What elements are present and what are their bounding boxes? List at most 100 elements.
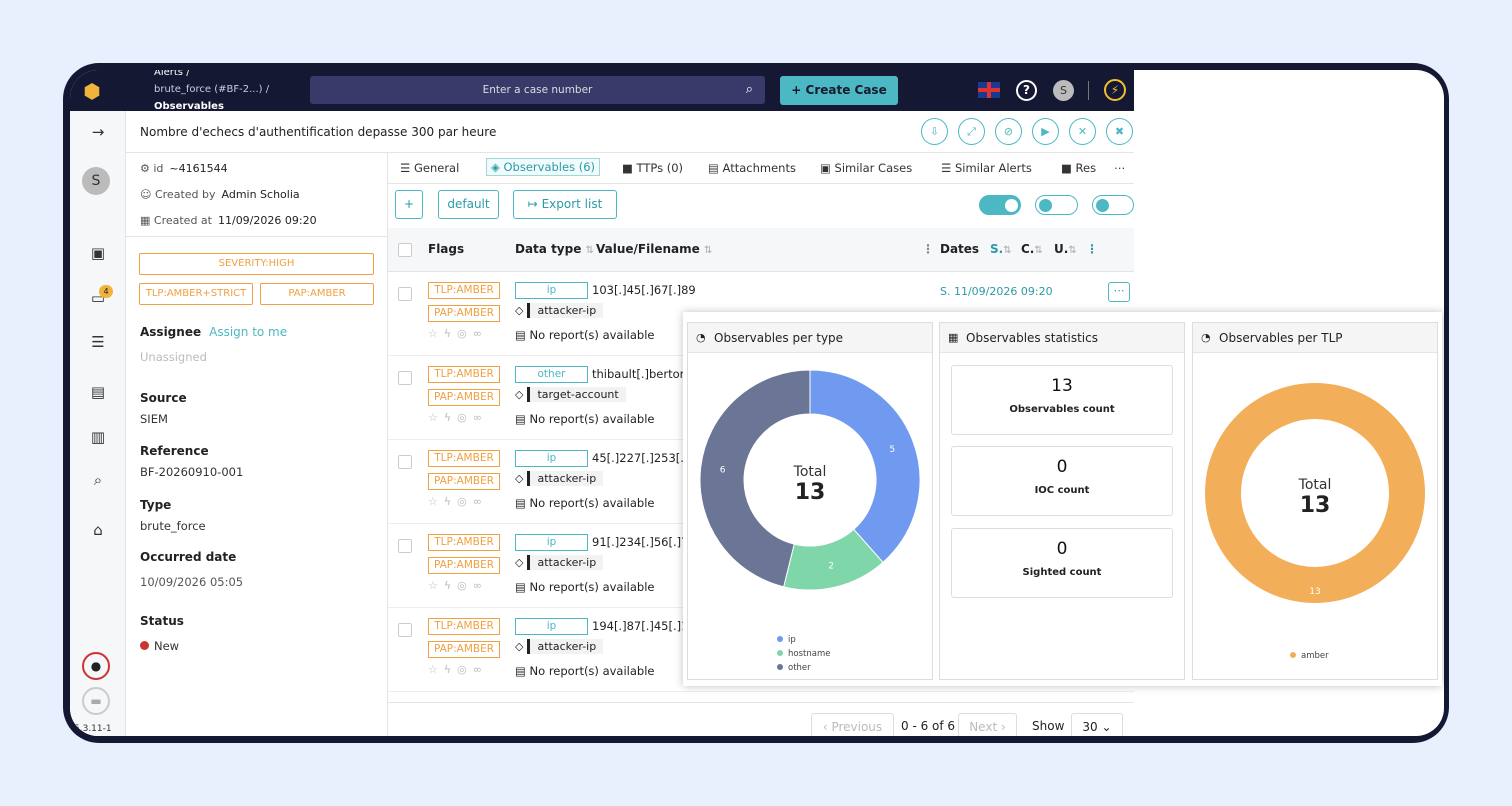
row-flag-icons[interactable]: ☆ϟ◎∞ xyxy=(428,327,488,340)
search-icon[interactable]: ⌕ xyxy=(93,471,103,489)
col-datatype[interactable]: Data type ⇅ xyxy=(515,242,594,256)
filter-toggle[interactable] xyxy=(1092,195,1134,215)
add-observable-button[interactable]: + xyxy=(395,190,423,219)
row-checkbox[interactable] xyxy=(398,371,412,385)
default-filter-button[interactable]: default xyxy=(438,190,499,219)
col-c[interactable]: C.⇅ xyxy=(1021,242,1043,256)
merge-icon[interactable]: ⤢ xyxy=(958,118,985,145)
divider xyxy=(126,236,388,237)
thehive-logo-icon[interactable]: ⬢ xyxy=(83,79,101,103)
tab-similar-alerts[interactable]: ☰ Similar Alerts xyxy=(941,161,1032,175)
tab-observables[interactable]: ◈ Observables (6) xyxy=(486,158,601,176)
row-tlp-tag: TLP:AMBER xyxy=(428,450,500,467)
legend-label-amber[interactable]: amber xyxy=(1301,651,1329,661)
breadcrumb-current: Observables xyxy=(154,101,224,112)
donut-value-label: 13 xyxy=(1309,587,1320,597)
donut-total-label: Total xyxy=(793,464,827,480)
row-checkbox[interactable] xyxy=(398,539,412,553)
refresh-toggle[interactable] xyxy=(979,195,1021,215)
row-tlp-tag: TLP:AMBER xyxy=(428,366,500,383)
run-icon[interactable]: ▶ xyxy=(1032,118,1059,145)
row-checkbox[interactable] xyxy=(398,455,412,469)
row-flag-icons[interactable]: ☆ϟ◎∞ xyxy=(428,495,488,508)
uk-flag-icon[interactable] xyxy=(978,82,1000,98)
legend-label-other[interactable]: other xyxy=(788,663,811,673)
close-icon[interactable]: ✕ xyxy=(1069,118,1096,145)
col-menu-icon[interactable]: ⋮ xyxy=(922,242,934,256)
tab-responders[interactable]: ■ Res xyxy=(1061,161,1097,175)
source-value: SIEM xyxy=(140,412,168,426)
col-settings-icon[interactable]: ⋮ xyxy=(1086,242,1098,256)
tag-icon: ◇ xyxy=(515,640,524,653)
stats-toggle[interactable] xyxy=(1035,195,1078,215)
donut-slice-other[interactable] xyxy=(699,369,811,588)
table-row[interactable]: TLP:AMBER PAP:AMBER ☆ϟ◎∞ ip 194[.]87[.]45[.]… xyxy=(388,608,1134,692)
chat-icon[interactable]: ▬ xyxy=(82,687,110,715)
row-value[interactable]: thibault[.]berton xyxy=(592,367,687,381)
col-value[interactable]: Value/Filename ⇅ xyxy=(596,242,713,256)
case-search-input[interactable]: Enter a case number ⌕ xyxy=(310,76,765,104)
row-flag-icons[interactable]: ☆ϟ◎∞ xyxy=(428,411,488,424)
status-value: New xyxy=(140,639,179,653)
col-s[interactable]: S.⇅ xyxy=(990,242,1012,256)
tab-ttps[interactable]: ■ TTPs (0) xyxy=(622,161,684,175)
legend-dot xyxy=(1290,652,1296,658)
row-checkbox[interactable] xyxy=(398,623,412,637)
rail-avatar[interactable]: S xyxy=(82,167,110,195)
pie-icon: ◔ xyxy=(1201,331,1211,344)
row-checkbox[interactable] xyxy=(398,287,412,301)
bolt-icon[interactable]: ⚡ xyxy=(1104,79,1126,101)
tasks-icon[interactable]: ☰ xyxy=(91,333,105,351)
assign-to-me-link[interactable]: Assign to me xyxy=(209,325,288,339)
tab-similar-cases[interactable]: ▣ Similar Cases xyxy=(820,161,913,175)
per-page-select[interactable]: 30 ⌄ xyxy=(1071,713,1123,736)
chart-icon[interactable]: ▥ xyxy=(90,428,106,446)
import-icon[interactable]: ⇩ xyxy=(921,118,948,145)
create-case-button[interactable]: + Create Case xyxy=(780,76,898,105)
row-flag-icons[interactable]: ☆ϟ◎∞ xyxy=(428,579,488,592)
bank-icon[interactable]: ⌂ xyxy=(93,521,103,539)
legend-label-ip[interactable]: ip xyxy=(788,635,796,645)
observables-stats-overlay: ◔ Observables per type 5 2 6 Total 13 ip hostna… xyxy=(683,312,1442,686)
donut-slice-amber[interactable] xyxy=(1205,383,1425,603)
created-at: ▦ Created at 11/09/2026 09:20 xyxy=(140,214,317,227)
search-icon[interactable]: ⌕ xyxy=(745,82,753,97)
row-value[interactable]: 91[.]234[.]56[.]78 xyxy=(592,535,696,549)
col-flags: Flags xyxy=(428,242,465,256)
tab-attachments[interactable]: ▤ Attachments xyxy=(708,161,796,175)
breadcrumb-alerts[interactable]: Alerts / xyxy=(154,70,190,78)
donut-value-label: 6 xyxy=(720,465,726,475)
row-value[interactable]: 194[.]87[.]45[.]12 xyxy=(592,619,696,633)
row-flag-icons[interactable]: ☆ϟ◎∞ xyxy=(428,663,488,676)
ignore-icon[interactable]: ⊘ xyxy=(995,118,1022,145)
alerts-icon[interactable]: ▭ 4 xyxy=(70,285,126,307)
table-row[interactable]: TLP:AMBER PAP:AMBER ☆ϟ◎∞ ip 103[.]45[.]67[.]… xyxy=(388,272,1134,356)
arrow-right-icon[interactable]: → xyxy=(91,123,105,141)
legend-dot xyxy=(777,636,783,642)
alert-title-bar: Nombre d'echecs d'authentification depas… xyxy=(126,111,1134,153)
next-button[interactable]: Next › xyxy=(958,713,1017,736)
col-dates: Dates xyxy=(940,242,980,256)
export-list-button[interactable]: ↦ Export list xyxy=(513,190,617,219)
breadcrumb-alert[interactable]: brute_force (#BF-2...) / xyxy=(154,84,270,95)
tab-general[interactable]: ☰ General xyxy=(400,161,460,175)
row-pap-tag: PAP:AMBER xyxy=(428,557,500,574)
row-value[interactable]: 103[.]45[.]67[.]89 xyxy=(592,283,696,297)
briefcase-icon[interactable]: ▣ xyxy=(90,244,106,262)
tabs-overflow-icon[interactable]: ⋯ xyxy=(1114,161,1126,175)
previous-button[interactable]: ‹ Previous xyxy=(811,713,894,736)
donut-slice-ip[interactable] xyxy=(809,369,921,564)
help-icon[interactable]: ? xyxy=(1016,80,1037,101)
donut-value-label: 5 xyxy=(889,445,895,455)
col-u[interactable]: U.⇅ xyxy=(1054,242,1077,256)
type-label: Type xyxy=(140,498,172,512)
user-avatar[interactable]: S xyxy=(1053,80,1074,101)
legend-label-hostname[interactable]: hostname xyxy=(788,649,830,659)
delete-icon[interactable]: ✖ xyxy=(1106,118,1133,145)
select-all-checkbox[interactable] xyxy=(398,243,412,257)
brain-icon[interactable]: ● xyxy=(82,652,110,680)
row-value[interactable]: 45[.]227[.]253[.]1 xyxy=(592,451,696,465)
top-bar: ⬢ Alerts / brute_force (#BF-2...) / Obse… xyxy=(70,70,1134,112)
row-more-button[interactable]: ⋯ xyxy=(1108,282,1130,302)
book-icon[interactable]: ▤ xyxy=(90,383,106,401)
